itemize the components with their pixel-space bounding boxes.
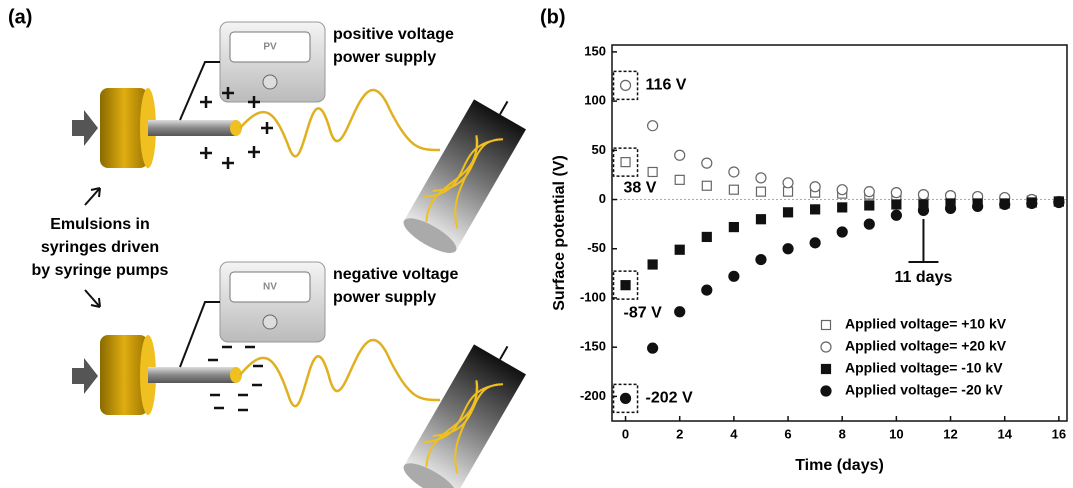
point [647, 259, 658, 270]
legend-label: Applied voltage= -20 kV [845, 382, 1003, 398]
note: Emulsions in syringes driven by syringe … [32, 187, 169, 308]
x-tick-label: 8 [839, 426, 846, 441]
point [891, 199, 902, 210]
point [809, 237, 821, 249]
x-tick-label: 2 [676, 426, 683, 441]
point [755, 186, 767, 197]
x-tick-label: 6 [784, 426, 791, 441]
point [810, 204, 821, 215]
point [836, 226, 848, 238]
point [972, 200, 984, 213]
supply-caption: power supply [333, 49, 436, 66]
y-tick-label: 50 [592, 142, 606, 157]
supply-badge: NV [263, 282, 277, 293]
plot-frame [611, 44, 1068, 422]
value-label: -87 V [624, 304, 663, 321]
value-label: 116 V [646, 77, 687, 94]
point [890, 209, 902, 221]
point [620, 157, 631, 168]
legend-label: Applied voltage= +10 kV [845, 316, 1007, 332]
note-line: by syringe pumps [32, 262, 169, 279]
highlight-box [612, 70, 639, 101]
point [890, 187, 902, 199]
legend-marker [820, 319, 832, 331]
point [728, 270, 740, 282]
point [755, 214, 767, 225]
top-electrospinning: PV positive voltage power supply [72, 21, 526, 253]
point [728, 166, 740, 178]
panel-label: (b) [540, 6, 566, 28]
point [701, 284, 713, 296]
point [674, 149, 686, 161]
point [863, 186, 875, 198]
point [1053, 196, 1065, 209]
point [674, 174, 685, 185]
annotation: 11 days [895, 269, 953, 286]
point [809, 181, 821, 193]
point [917, 204, 930, 216]
legend-marker [820, 341, 832, 353]
point [917, 189, 930, 201]
point [701, 180, 712, 191]
point [728, 221, 739, 233]
point [674, 244, 685, 255]
point [647, 166, 658, 178]
y-tick-label: -100 [580, 289, 606, 304]
x-tick-label: 4 [730, 426, 738, 441]
point [782, 243, 794, 255]
x-tick-label: 14 [997, 426, 1012, 441]
y-tick-label: 150 [584, 43, 606, 58]
point [999, 198, 1011, 211]
point [864, 200, 875, 211]
legend-label: Applied voltage= +20 kV [845, 338, 1007, 354]
x-tick-label: 16 [1052, 426, 1066, 441]
y-tick-label: 100 [584, 93, 606, 108]
point [728, 184, 739, 195]
y-tick-label: -150 [580, 339, 606, 354]
panel-label: (a) [8, 6, 32, 28]
point [755, 253, 767, 266]
supply-caption: power supply [333, 289, 436, 306]
point [647, 342, 659, 354]
point [782, 186, 794, 197]
x-tick-label: 0 [622, 426, 629, 441]
point [755, 172, 767, 184]
point [782, 177, 794, 189]
x-tick-label: 10 [889, 426, 903, 441]
legend-label: Applied voltage= -10 kV [845, 360, 1003, 376]
highlight-box [612, 147, 639, 177]
point [619, 79, 632, 91]
y-tick-label: -50 [587, 240, 606, 255]
point [647, 120, 659, 132]
y-tick-label: -200 [580, 388, 606, 403]
value-label: 38 V [624, 179, 657, 196]
point [701, 157, 713, 169]
point [701, 231, 712, 243]
legend-marker [820, 385, 832, 397]
x-axis-title: Time (days) [795, 457, 884, 474]
x-tick-label: 12 [943, 426, 957, 441]
point [837, 202, 848, 213]
point [944, 202, 957, 214]
legend-marker [820, 363, 832, 375]
point [782, 207, 794, 218]
y-tick-label: 0 [599, 191, 606, 206]
point [836, 184, 848, 196]
supply-badge: PV [263, 42, 277, 53]
supply-caption: positive voltage [333, 26, 454, 43]
point [1026, 197, 1038, 210]
note-line: Emulsions in [50, 216, 150, 233]
point [619, 392, 632, 404]
point [620, 280, 631, 291]
bottom-electrospinning: NV negative voltage power supply [72, 261, 526, 488]
highlight-box [612, 383, 639, 414]
point [674, 306, 686, 318]
highlight-box [612, 270, 639, 300]
point [863, 218, 875, 230]
y-axis-title: Surface potential (V) [551, 155, 568, 311]
supply-caption: negative voltage [333, 266, 458, 283]
note-line: syringes driven [41, 239, 159, 256]
value-label: -202 V [646, 390, 693, 407]
